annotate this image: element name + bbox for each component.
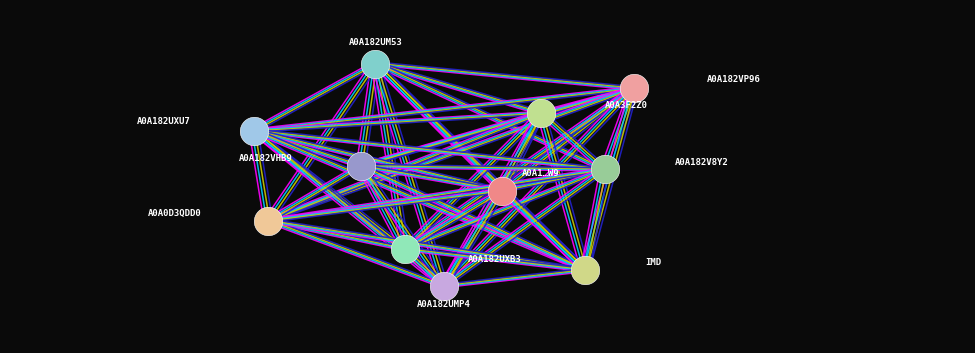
Point (397, 246, 412, 252)
Point (353, 163, 369, 169)
Text: A0A182UXB3: A0A182UXB3 (468, 255, 522, 264)
Point (494, 188, 510, 193)
Point (436, 283, 451, 289)
Point (597, 167, 612, 172)
Text: A0A1…W9: A0A1…W9 (522, 169, 560, 178)
Text: A0A182V8Y2: A0A182V8Y2 (675, 158, 728, 167)
Point (246, 128, 261, 133)
Point (260, 218, 276, 223)
Text: A0A3F2Z0: A0A3F2Z0 (604, 101, 647, 110)
Point (626, 85, 642, 91)
Text: A0A182VHB9: A0A182VHB9 (239, 154, 292, 163)
Text: A0A182UMP4: A0A182UMP4 (416, 300, 471, 309)
Text: IMD: IMD (645, 258, 662, 268)
Point (533, 110, 549, 116)
Text: A0A182UXU7: A0A182UXU7 (136, 117, 190, 126)
Text: A0A0D3QDD0: A0A0D3QDD0 (148, 209, 202, 218)
Text: A0A182UM53: A0A182UM53 (348, 38, 403, 47)
Text: A0A182VP96: A0A182VP96 (707, 75, 760, 84)
Point (368, 61, 383, 66)
Point (577, 267, 593, 273)
